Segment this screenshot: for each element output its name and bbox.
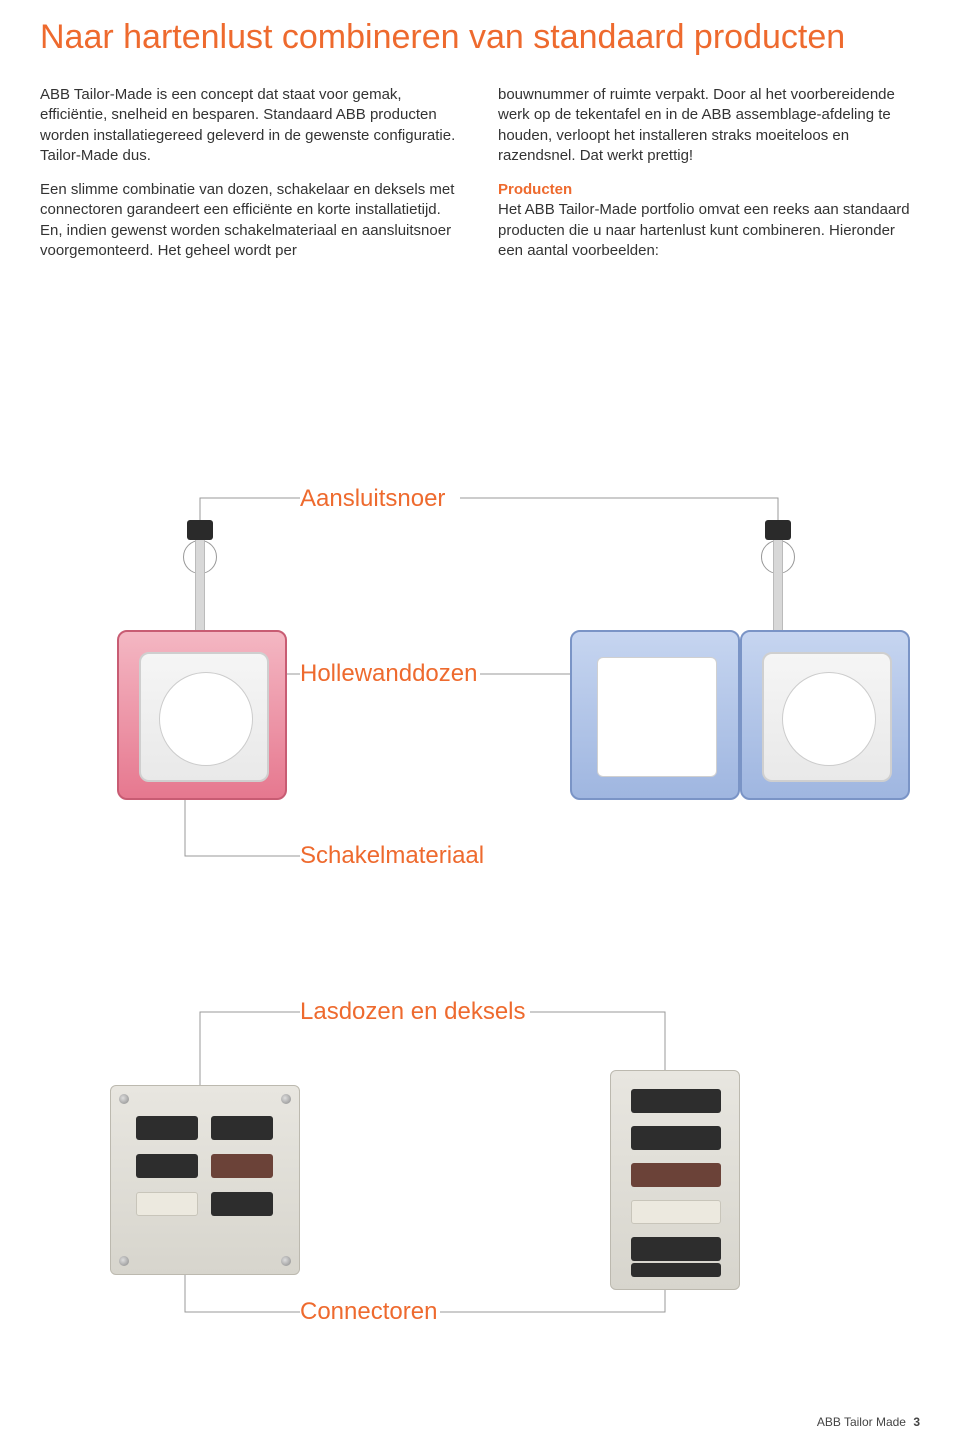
- intro-col-right: bouwnummer of ruimte verpakt. Door al he…: [498, 85, 920, 275]
- frame-blue: [740, 630, 910, 800]
- intro-columns: ABB Tailor-Made is een concept dat staat…: [40, 85, 920, 275]
- product-connector-strip: [610, 1070, 740, 1290]
- screw-icon: [281, 1256, 291, 1266]
- intro-left-p2: Een slimme combinatie van dozen, schakel…: [40, 180, 462, 261]
- connector-dark: [211, 1116, 273, 1140]
- intro-col-left: ABB Tailor-Made is een concept dat staat…: [40, 85, 462, 275]
- outlet-body: [139, 652, 269, 782]
- connector-brown: [211, 1154, 273, 1178]
- plug-icon: [765, 520, 791, 540]
- producten-subhead: Producten: [498, 181, 572, 198]
- connector-dark: [631, 1237, 721, 1261]
- intro-right-p2-text: Het ABB Tailor-Made portfolio omvat een …: [498, 201, 910, 259]
- label-connectoren: Connectoren: [300, 1298, 437, 1326]
- connector-dark: [631, 1126, 721, 1150]
- screw-icon: [281, 1094, 291, 1104]
- frame-blue: [570, 630, 740, 800]
- cable-icon: [773, 540, 783, 630]
- cable-icon: [195, 540, 205, 630]
- connector-dark: [631, 1263, 721, 1277]
- page-footer: ABB Tailor Made 3: [817, 1415, 920, 1429]
- connector-dark: [631, 1089, 721, 1113]
- connector-dark: [211, 1192, 273, 1216]
- connector-light: [631, 1200, 721, 1224]
- product-junction-box-left: [110, 1085, 300, 1275]
- footer-brand: ABB Tailor Made: [817, 1415, 906, 1429]
- label-lasdozen: Lasdozen en deksels: [300, 998, 526, 1026]
- page-title: Naar hartenlust combineren van standaard…: [40, 18, 920, 57]
- connector-dark: [136, 1154, 198, 1178]
- intro-right-p1: bouwnummer of ruimte verpakt. Door al he…: [498, 85, 920, 166]
- footer-page-number: 3: [913, 1415, 920, 1429]
- outlet-body: [762, 652, 892, 782]
- screw-icon: [119, 1094, 129, 1104]
- screw-icon: [119, 1256, 129, 1266]
- label-hollewanddozen: Hollewanddozen: [300, 660, 477, 688]
- label-schakelmateriaal: Schakelmateriaal: [300, 842, 484, 870]
- intro-right-p2: Producten Het ABB Tailor-Made portfolio …: [498, 180, 920, 261]
- switch-face: [597, 657, 717, 777]
- title-text: Naar hartenlust combineren van standaard…: [40, 18, 845, 56]
- plug-icon: [187, 520, 213, 540]
- connector-dark: [136, 1116, 198, 1140]
- connector-light: [136, 1192, 198, 1216]
- frame-pink: [117, 630, 287, 800]
- intro-left-p1: ABB Tailor-Made is een concept dat staat…: [40, 85, 462, 166]
- diagram-area: Aansluitsnoer Hollewanddozen: [0, 420, 960, 1400]
- outlet-face: [159, 672, 253, 766]
- product-outlet-pink: [117, 520, 287, 820]
- product-double-blue: [570, 520, 910, 820]
- connector-brown: [631, 1163, 721, 1187]
- outlet-face: [782, 672, 876, 766]
